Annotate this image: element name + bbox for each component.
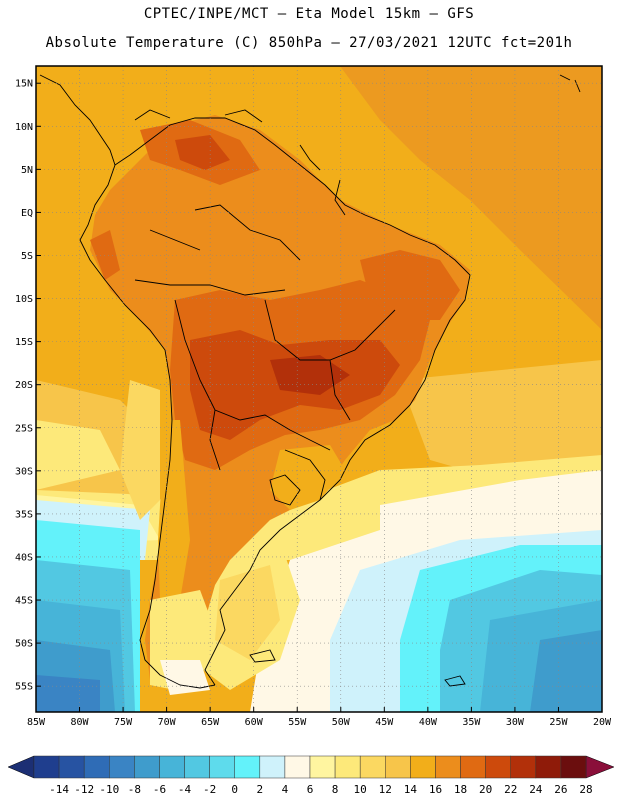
colorbar-tick-label: 6 (307, 783, 314, 796)
colorbar-tick-label: 20 (479, 783, 492, 796)
lat-tick-label: 55S (15, 682, 33, 693)
colorbar-tick-label: 8 (332, 783, 339, 796)
colorbar-swatch (134, 755, 160, 779)
colorbar-swatch (535, 755, 562, 779)
lat-tick-label: 50S (15, 639, 33, 650)
colorbar-swatch (410, 755, 436, 779)
colorbar-swatch (234, 755, 261, 779)
colorbar-tick-label: 14 (404, 783, 418, 796)
colorbar-swatch (359, 755, 386, 779)
colorbar-swatch (435, 755, 461, 779)
lat-tick-label: 20S (15, 380, 33, 391)
colorbar-swatch (309, 755, 336, 779)
lat-tick-label: 30S (15, 466, 33, 477)
chart-title-line2: Absolute Temperature (C) 850hPa – 27/03/… (45, 35, 573, 51)
lon-tick-label: 45W (375, 717, 394, 728)
colorbar-swatch (485, 755, 511, 779)
lat-tick-label: 35S (15, 509, 33, 520)
colorbar-tick-labels: -14 -12 -10 -8 -6 -4 -2 0 2 4 6 8 10 12 14 16 18 20 22 24 26… (49, 783, 592, 796)
colorbar-swatch (460, 755, 486, 779)
colorbar-tick-label: 2 (257, 783, 264, 796)
lat-tick-label: 5N (21, 165, 33, 176)
lon-tick-label: 70W (158, 717, 177, 728)
colorbar-tick-label: 16 (429, 783, 442, 796)
lat-tick-label: 25S (15, 423, 33, 434)
colorbar (7, 755, 615, 779)
lon-tick-label: 55W (288, 717, 307, 728)
colorbar-swatch (510, 755, 537, 779)
lat-tick-label: 5S (21, 251, 33, 262)
colorbar-swatch (159, 755, 185, 779)
latitude-axis: 15N 10N 5N EQ 5S 10S 15S 20S 25S 30S 35S 40S 45S 50S 5… (15, 79, 41, 693)
lat-tick-label: EQ (21, 208, 33, 219)
lon-tick-label: 85W (27, 717, 46, 728)
colorbar-tick-label: 24 (529, 783, 543, 796)
lon-tick-label: 25W (549, 717, 568, 728)
colorbar-tick-label: -10 (99, 783, 119, 796)
colorbar-tick-label: 4 (282, 783, 289, 796)
lat-tick-label: 15S (15, 337, 33, 348)
lon-tick-label: 80W (71, 717, 90, 728)
lat-tick-label: 40S (15, 552, 33, 563)
colorbar-swatch (385, 755, 411, 779)
colorbar-swatch (560, 755, 587, 779)
lon-tick-label: 30W (506, 717, 525, 728)
colorbar-swatch (109, 755, 135, 779)
colorbar-low-arrow (7, 755, 35, 779)
colorbar-tick-label: 10 (354, 783, 367, 796)
lon-tick-label: 75W (114, 717, 133, 728)
colorbar-tick-label: -2 (203, 783, 216, 796)
colorbar-tick-label: 18 (454, 783, 467, 796)
colorbar-tick-label: -4 (178, 783, 192, 796)
lon-tick-label: 50W (332, 717, 351, 728)
colorbar-tick-label: 12 (379, 783, 392, 796)
lat-tick-label: 10S (15, 294, 33, 305)
temperature-field (36, 66, 602, 712)
colorbar-tick-label: -12 (74, 783, 94, 796)
lat-tick-label: 45S (15, 596, 33, 607)
colorbar-tick-label: -8 (128, 783, 141, 796)
lon-tick-label: 20W (593, 717, 612, 728)
colorbar-swatch (58, 755, 85, 779)
lon-tick-label: 40W (419, 717, 438, 728)
colorbar-tick-label: 28 (579, 783, 592, 796)
colorbar-high-arrow (585, 755, 615, 779)
colorbar-swatch (259, 755, 286, 779)
colorbar-tick-label: 22 (504, 783, 517, 796)
colorbar-swatch (83, 755, 110, 779)
colorbar-tick-label: 26 (554, 783, 567, 796)
colorbar-tick-label: -14 (49, 783, 69, 796)
colorbar-swatch (33, 755, 60, 779)
colorbar-swatch (284, 755, 311, 779)
colorbar-swatch (184, 755, 210, 779)
longitude-axis: 85W 80W 75W 70W 65W 60W 55W 50W 45W 40W 35W 30W 25W 2… (27, 707, 612, 728)
lon-tick-label: 65W (201, 717, 220, 728)
colorbar-tick-label: -6 (153, 783, 166, 796)
coastlines (39, 74, 581, 689)
colorbar-swatch (334, 755, 361, 779)
map-frame (35, 65, 603, 713)
chart-title-line1: CPTEC/INPE/MCT – Eta Model 15km – GFS (143, 6, 475, 22)
lon-tick-label: 60W (245, 717, 264, 728)
lon-tick-label: 35W (462, 717, 481, 728)
lat-tick-label: 10N (15, 122, 33, 133)
colorbar-tick-label: 0 (231, 783, 238, 796)
colorbar-swatch (209, 755, 235, 779)
lat-tick-label: 15N (15, 79, 33, 90)
